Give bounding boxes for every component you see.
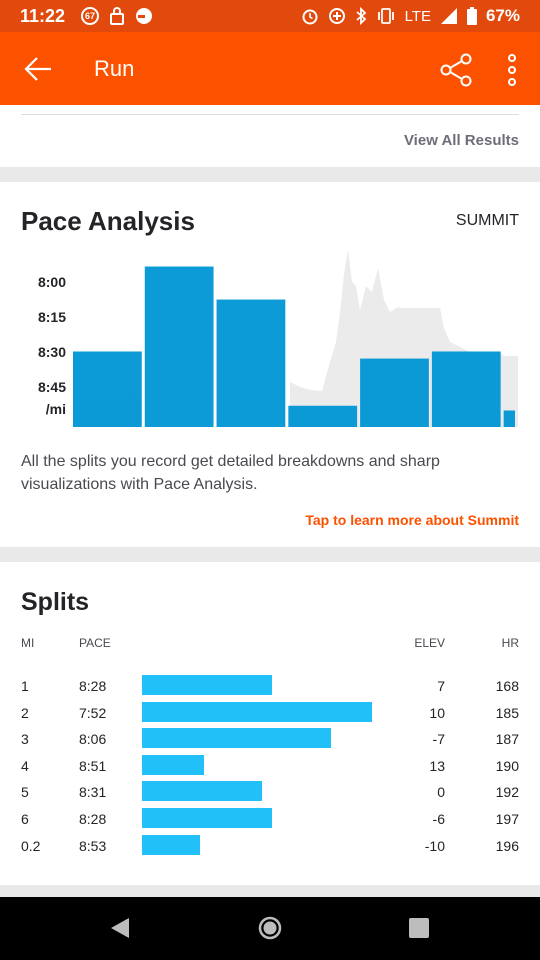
pace-bar-5	[360, 358, 429, 427]
divider	[21, 114, 519, 115]
split-pace: 8:51	[79, 757, 107, 774]
table-row: 1 8:28 7 168	[0, 674, 540, 701]
table-row: 4 8:51 13 190	[0, 754, 540, 781]
view-all-results-link[interactable]: View All Results	[403, 132, 519, 149]
learn-more-summit-link[interactable]: Tap to learn more about Summit	[305, 512, 519, 528]
split-hr: 197	[495, 810, 519, 827]
split-elev: 0	[437, 784, 445, 801]
nav-back-icon[interactable]	[108, 916, 132, 940]
share-button[interactable]	[436, 50, 476, 90]
header-hr: HR	[501, 636, 519, 650]
table-row: 5 8:31 0 192	[0, 780, 540, 807]
splits-table: 1 8:28 7 168 2 7:52 10 185 3 8:06 -7 187…	[0, 674, 540, 860]
arrow-left-icon	[24, 56, 51, 81]
signal-icon	[440, 8, 457, 24]
notification-badge-icon: 67	[81, 7, 100, 25]
table-row: 6 8:28 -6 197	[0, 807, 540, 834]
page-title: Run	[94, 55, 135, 81]
split-hr: 185	[495, 704, 519, 721]
split-mi: 1	[21, 678, 29, 694]
back-button[interactable]	[2, 32, 74, 105]
pace-analysis-title: Pace Analysis	[21, 206, 195, 236]
split-elev: 7	[437, 678, 445, 694]
bluetooth-icon	[355, 7, 366, 25]
strava-record-icon	[136, 8, 153, 24]
pace-y-label: 8:15	[38, 309, 66, 325]
split-mi: 2	[21, 704, 29, 721]
more-vertical-icon	[508, 54, 516, 86]
lock-icon	[110, 7, 125, 25]
split-pace: 7:52	[79, 704, 107, 721]
split-pace-bar	[142, 728, 332, 749]
splits-header: MI PACE ELEV HR	[0, 636, 540, 652]
table-row: 3 8:06 -7 187	[0, 727, 540, 754]
split-pace-bar	[142, 781, 263, 802]
app-bar: Run	[0, 32, 540, 105]
split-hr: 187	[495, 731, 519, 748]
pace-bar-0.2	[503, 410, 515, 427]
network-type: LTE	[404, 7, 431, 25]
split-elev: -10	[424, 837, 445, 854]
header-mi: MI	[21, 636, 35, 650]
pace-bar-3	[216, 299, 286, 427]
splits-card: Splits MI PACE ELEV HR 1 8:28 7 168 2 7:…	[0, 562, 540, 885]
header-pace: PACE	[79, 636, 111, 650]
split-mi: 5	[21, 784, 29, 801]
pace-bar-6	[431, 351, 501, 427]
pace-y-label: /mi	[46, 401, 66, 417]
split-pace: 8:28	[79, 810, 107, 827]
pace-chart: 8:00 8:15 8:30 8:45/mi	[38, 250, 518, 427]
alarm-icon	[302, 9, 318, 25]
split-mi: 6	[21, 810, 29, 827]
system-nav-bar	[0, 897, 540, 960]
split-pace-bar	[142, 754, 205, 775]
split-pace: 8:28	[79, 678, 107, 694]
split-mi: 3	[21, 731, 29, 748]
split-mi: 4	[21, 757, 29, 774]
split-mi: 0.2	[21, 837, 41, 854]
split-hr: 192	[495, 784, 519, 801]
pace-bar-1	[73, 351, 142, 427]
splits-title: Splits	[21, 588, 90, 616]
pace-y-label: 8:30	[38, 344, 66, 360]
split-hr: 190	[495, 757, 519, 774]
split-pace: 8:06	[79, 731, 107, 748]
status-bar: 11:22 67 LTE 67%	[0, 0, 540, 32]
results-card: View All Results	[0, 105, 540, 167]
split-pace-bar	[142, 834, 200, 855]
pace-y-label: 8:45	[38, 379, 66, 395]
pace-bar-4	[288, 405, 358, 427]
summit-badge: SUMMIT	[455, 212, 519, 229]
split-elev: -7	[432, 731, 445, 748]
data-saver-icon	[328, 8, 345, 24]
pace-analysis-description: All the splits you record get detailed b…	[21, 453, 440, 493]
nav-recent-apps-icon[interactable]	[409, 918, 429, 938]
header-elev: ELEV	[414, 636, 445, 650]
pace-bar-2	[144, 266, 214, 427]
nav-home-icon[interactable]	[258, 916, 282, 940]
share-icon	[440, 53, 472, 87]
split-hr: 168	[495, 678, 519, 694]
split-pace-bar	[142, 675, 272, 695]
pace-y-label: 8:00	[38, 274, 66, 290]
split-pace-bar	[142, 701, 372, 722]
table-row: 0.2 8:53 -10 196	[0, 834, 540, 861]
split-elev: 13	[429, 757, 445, 774]
pace-analysis-card[interactable]: Pace Analysis SUMMIT 8:00 8:15 8:30 8:45/mi…	[0, 182, 540, 547]
split-elev: 10	[429, 704, 445, 721]
split-pace-bar	[142, 807, 272, 828]
split-hr: 196	[495, 837, 519, 854]
more-options-button[interactable]	[498, 50, 526, 90]
split-pace: 8:53	[79, 837, 107, 854]
battery-percent: 67%	[485, 6, 520, 25]
battery-icon	[466, 7, 477, 25]
split-pace: 8:31	[79, 784, 107, 801]
table-row: 2 7:52 10 185	[0, 701, 540, 728]
status-time: 11:22	[20, 5, 66, 26]
vibrate-icon	[377, 8, 394, 24]
split-elev: -6	[432, 810, 445, 827]
